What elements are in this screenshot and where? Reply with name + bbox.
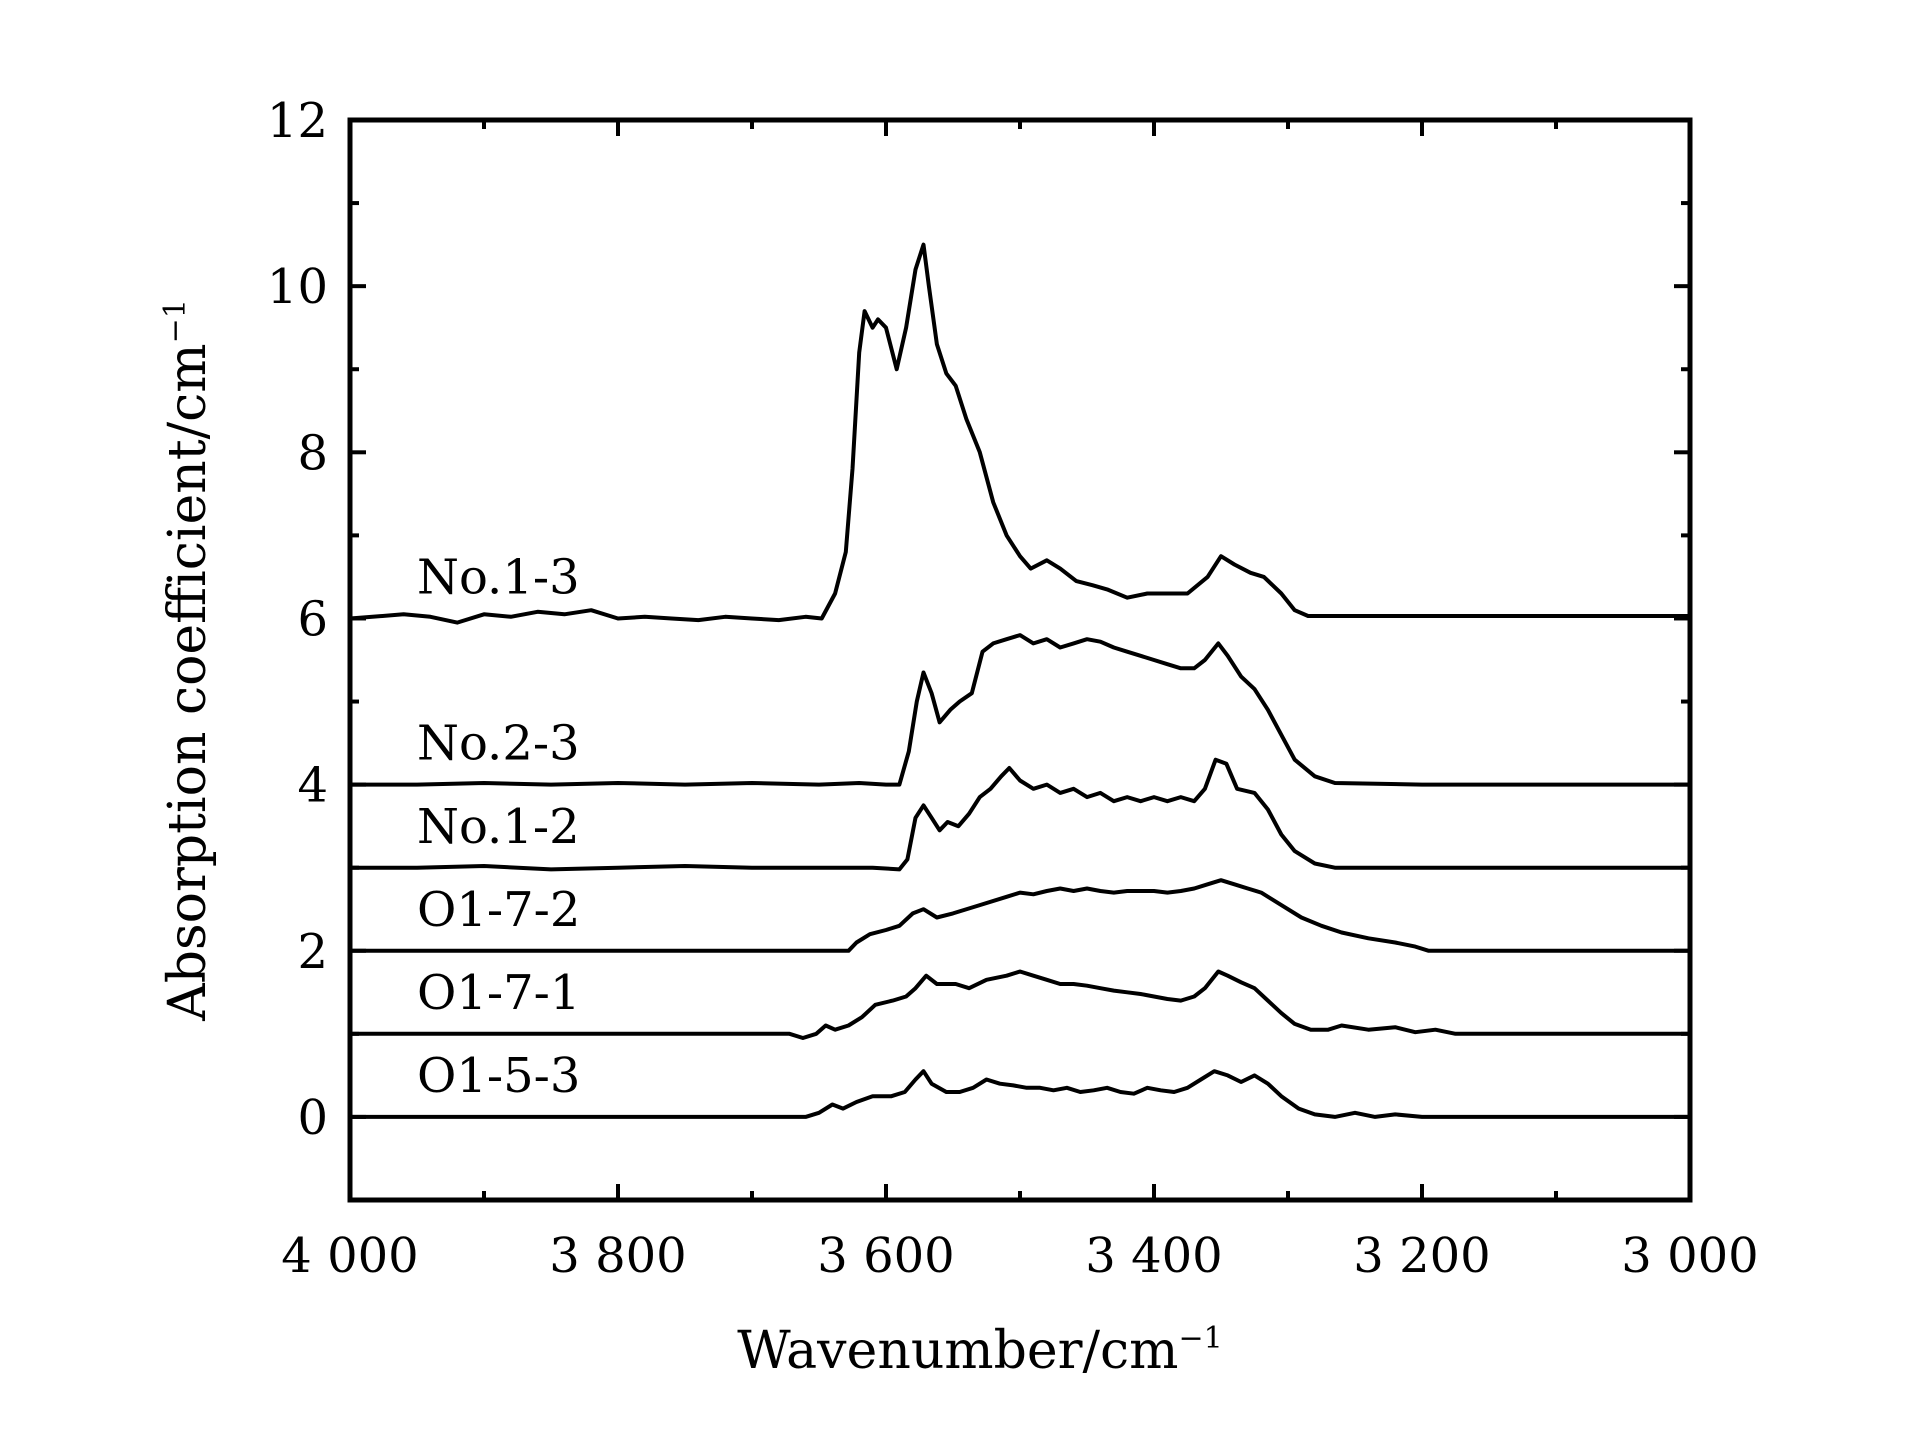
series-line-no-1-2 bbox=[348, 757, 1692, 872]
plot-frame bbox=[347, 117, 1693, 1203]
y-tick-label: 10 bbox=[267, 259, 328, 315]
y-tick-label: 6 bbox=[297, 591, 328, 647]
y-axis-title: Absorption coefficient/cm−1 bbox=[158, 299, 218, 1022]
tick-labels: 4 000 3 800 3 600 3 400 3 200 3 000 0 2 4 6 8 10 12 bbox=[267, 93, 1759, 1284]
series-label-o1-5-3: O1-5-3 bbox=[417, 1048, 580, 1104]
series-label-o1-7-1: O1-7-1 bbox=[417, 965, 580, 1021]
series-label-no-2-3: No.2-3 bbox=[417, 716, 580, 772]
y-tick-label: 8 bbox=[297, 425, 328, 481]
series-label-o1-7-2: O1-7-2 bbox=[417, 882, 580, 938]
y-tick-label: 0 bbox=[297, 1090, 328, 1146]
series-labels: No.1-3 No.2-3 No.1-2 O1-7-2 O1-7-1 O1-5-3 bbox=[417, 550, 580, 1104]
x-axis-title: Wavenumber/cm−1 bbox=[737, 1321, 1222, 1381]
y-tick-label: 4 bbox=[297, 758, 328, 814]
x-axis-title-superscript: −1 bbox=[1179, 1321, 1223, 1356]
x-tick-label: 3 200 bbox=[1353, 1228, 1490, 1284]
series-label-no-1-3: No.1-3 bbox=[417, 550, 580, 606]
x-tick-label: 3 600 bbox=[817, 1228, 954, 1284]
series-line-no-1-3 bbox=[348, 242, 1692, 625]
series-lines bbox=[348, 242, 1692, 1119]
series-line-o1-7-2 bbox=[348, 878, 1692, 953]
series-line-o1-7-1 bbox=[348, 969, 1692, 1040]
y-axis-title-superscript: −1 bbox=[158, 299, 193, 343]
series-line-no-2-3 bbox=[348, 633, 1692, 787]
y-tick-label: 2 bbox=[297, 924, 328, 980]
x-tick-label: 3 800 bbox=[549, 1228, 686, 1284]
x-tick-label: 4 000 bbox=[281, 1228, 418, 1284]
x-tick-label: 3 400 bbox=[1085, 1228, 1222, 1284]
series-label-no-1-2: No.1-2 bbox=[417, 799, 580, 855]
axis-ticks bbox=[348, 118, 1692, 1202]
x-tick-label: 3 000 bbox=[1621, 1228, 1758, 1284]
y-tick-label: 12 bbox=[267, 93, 328, 149]
series-line-o1-5-3 bbox=[348, 1069, 1692, 1119]
